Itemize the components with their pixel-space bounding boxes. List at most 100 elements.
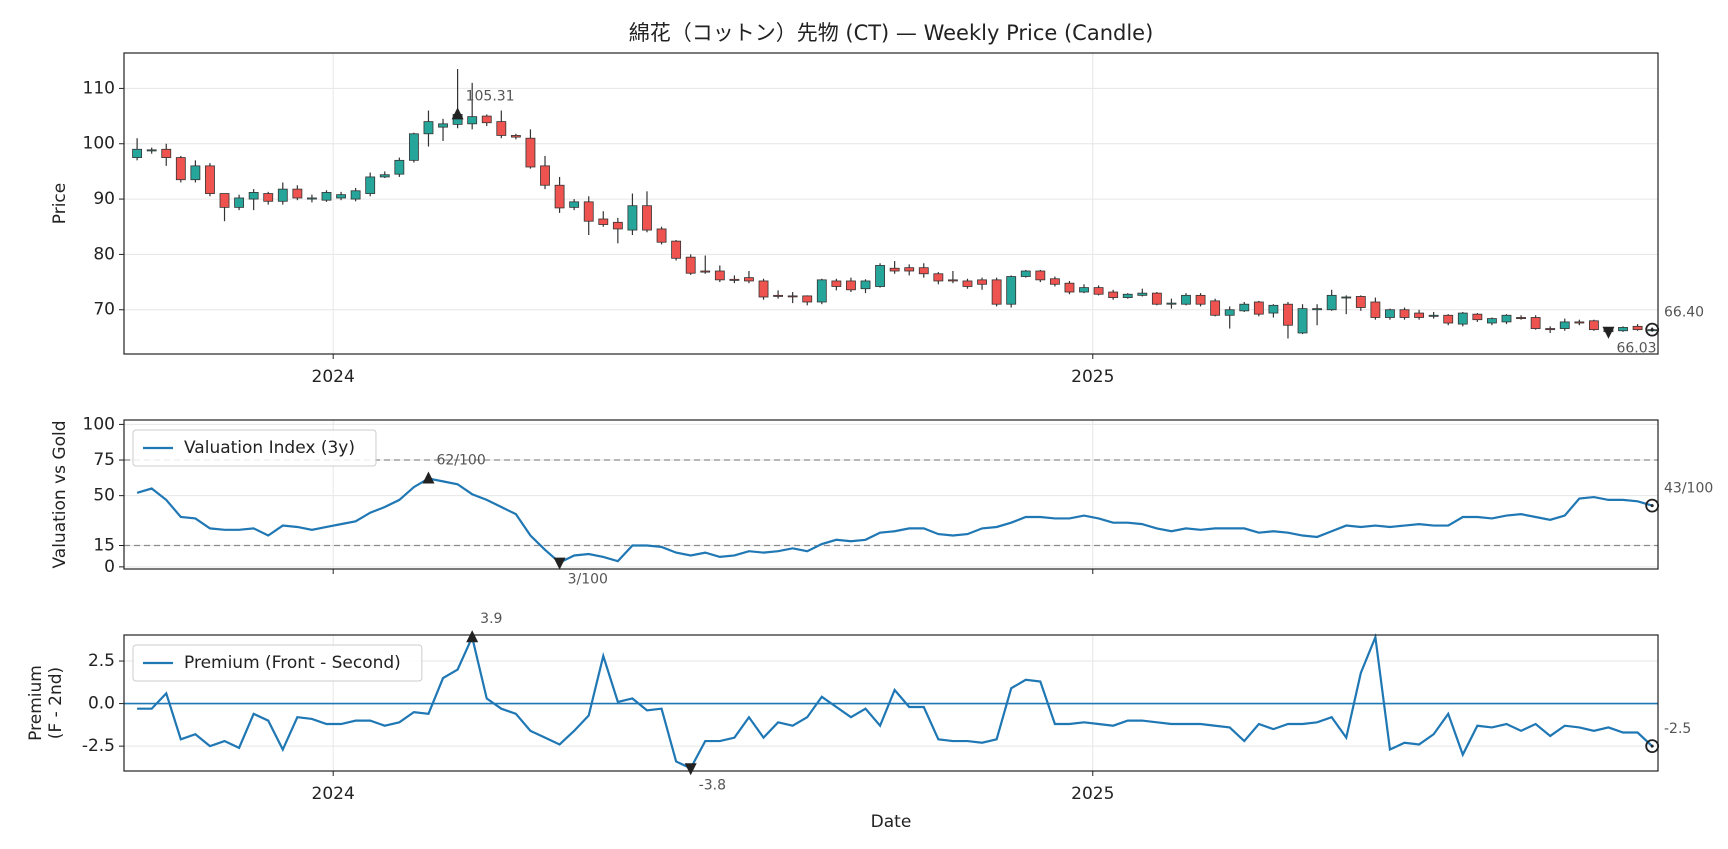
legend-box bbox=[132, 644, 423, 682]
line-series bbox=[136, 477, 1653, 564]
candle-body bbox=[175, 157, 186, 181]
candle-body bbox=[1035, 270, 1046, 281]
candle-body bbox=[758, 280, 769, 298]
y-tick-label: 0.0 bbox=[88, 694, 115, 714]
y-tick-label: 50 bbox=[93, 486, 115, 506]
candle-body bbox=[1181, 294, 1191, 305]
candle-body bbox=[700, 270, 711, 273]
min-marker bbox=[553, 557, 566, 570]
candle-body bbox=[1297, 308, 1308, 334]
candle-body bbox=[816, 279, 827, 303]
panel: 70 80 90 100 110 2024 2025 Price 105.31 66.03 66.4… bbox=[50, 52, 1704, 387]
candle-body bbox=[1195, 294, 1206, 305]
candle-body bbox=[918, 267, 929, 275]
candle-body bbox=[744, 277, 754, 282]
line-series bbox=[137, 632, 1653, 770]
max-marker bbox=[466, 630, 479, 643]
candle-body bbox=[1268, 304, 1279, 314]
candle-body bbox=[1283, 303, 1293, 326]
candle-body bbox=[1428, 314, 1439, 317]
candle-body bbox=[846, 280, 856, 291]
candle-body bbox=[1501, 314, 1512, 323]
candle-body bbox=[321, 192, 332, 201]
candle-body bbox=[1093, 287, 1104, 295]
y-tick-label: 15 bbox=[93, 535, 115, 555]
candle-body bbox=[1210, 300, 1221, 316]
x-tick-label: 2025 bbox=[1071, 367, 1114, 387]
candle-body bbox=[350, 190, 361, 200]
candle-body bbox=[1049, 278, 1060, 285]
marker-label: 62/100 bbox=[436, 453, 485, 469]
candle-body bbox=[598, 218, 609, 225]
candle-body bbox=[292, 188, 303, 199]
x-axis-label: Date bbox=[871, 812, 912, 832]
candle-body bbox=[569, 201, 580, 208]
panel: 015 50 75 100 Valuation vs Gold Valuation Ind… bbox=[50, 414, 1713, 587]
candle-body bbox=[394, 159, 405, 175]
x-tick-label: 2024 bbox=[312, 367, 355, 387]
candle-body bbox=[1414, 312, 1425, 318]
candle-body bbox=[277, 188, 288, 202]
candle-body bbox=[1559, 321, 1570, 329]
candle-body bbox=[1632, 325, 1643, 331]
candle-body bbox=[787, 295, 798, 298]
candle-body bbox=[496, 121, 507, 136]
candle-body bbox=[1588, 320, 1599, 331]
candle-body bbox=[161, 148, 172, 158]
y-axis-label: Premium bbox=[26, 665, 46, 741]
candle-body bbox=[1137, 292, 1148, 296]
candle-body bbox=[1122, 293, 1133, 298]
legend-box bbox=[132, 429, 377, 467]
candle-body bbox=[438, 123, 448, 128]
candle-body bbox=[190, 165, 201, 181]
marker-label: 3.9 bbox=[480, 611, 502, 627]
marker-label: 43/100 bbox=[1664, 481, 1713, 497]
legend: Valuation Index (3y) bbox=[132, 429, 377, 467]
candle-body bbox=[1370, 301, 1381, 318]
candle-body bbox=[1487, 318, 1497, 324]
candle-body bbox=[773, 294, 784, 297]
candle-body bbox=[904, 267, 915, 272]
marker-label: 3/100 bbox=[568, 572, 608, 588]
candle-body bbox=[525, 137, 536, 168]
candle-body bbox=[627, 205, 638, 231]
candle-body bbox=[889, 267, 900, 272]
y-tick-label: 0 bbox=[104, 557, 115, 577]
y-tick-label: 100 bbox=[83, 414, 115, 434]
candle-body bbox=[671, 240, 682, 259]
y-tick-label: 75 bbox=[93, 450, 115, 470]
min-marker bbox=[684, 763, 697, 776]
candle-body bbox=[510, 135, 521, 138]
candle-body bbox=[1239, 303, 1250, 312]
candle-body bbox=[1253, 301, 1264, 315]
candle-body bbox=[307, 197, 317, 200]
candle-body bbox=[1224, 309, 1235, 316]
last-marker-dot bbox=[1650, 504, 1654, 508]
panel-frame bbox=[123, 419, 1659, 570]
candle-body bbox=[1151, 292, 1162, 305]
candle-body bbox=[860, 280, 871, 290]
candle-body bbox=[729, 278, 740, 281]
last-marker-dot bbox=[1650, 328, 1654, 332]
candle-body bbox=[1385, 309, 1395, 318]
y-tick-label: 110 bbox=[83, 78, 115, 98]
candle-body bbox=[219, 193, 230, 208]
candle-body bbox=[540, 165, 550, 186]
candle-body bbox=[1020, 270, 1031, 277]
min-marker bbox=[1602, 326, 1615, 339]
candle-body bbox=[1326, 294, 1337, 311]
y-tick-label: 90 bbox=[93, 189, 115, 209]
y-tick-label: 2.5 bbox=[88, 651, 115, 671]
candle-body bbox=[248, 192, 259, 200]
candle-body bbox=[1341, 296, 1352, 299]
max-marker bbox=[422, 471, 435, 484]
candle-body bbox=[1108, 291, 1119, 298]
candle-body bbox=[1530, 317, 1541, 329]
candle-body bbox=[423, 121, 434, 135]
max-marker bbox=[451, 107, 464, 120]
candle-body bbox=[132, 148, 143, 158]
candle-body bbox=[467, 116, 478, 125]
candle-body bbox=[685, 256, 696, 274]
candle-body bbox=[336, 194, 346, 199]
